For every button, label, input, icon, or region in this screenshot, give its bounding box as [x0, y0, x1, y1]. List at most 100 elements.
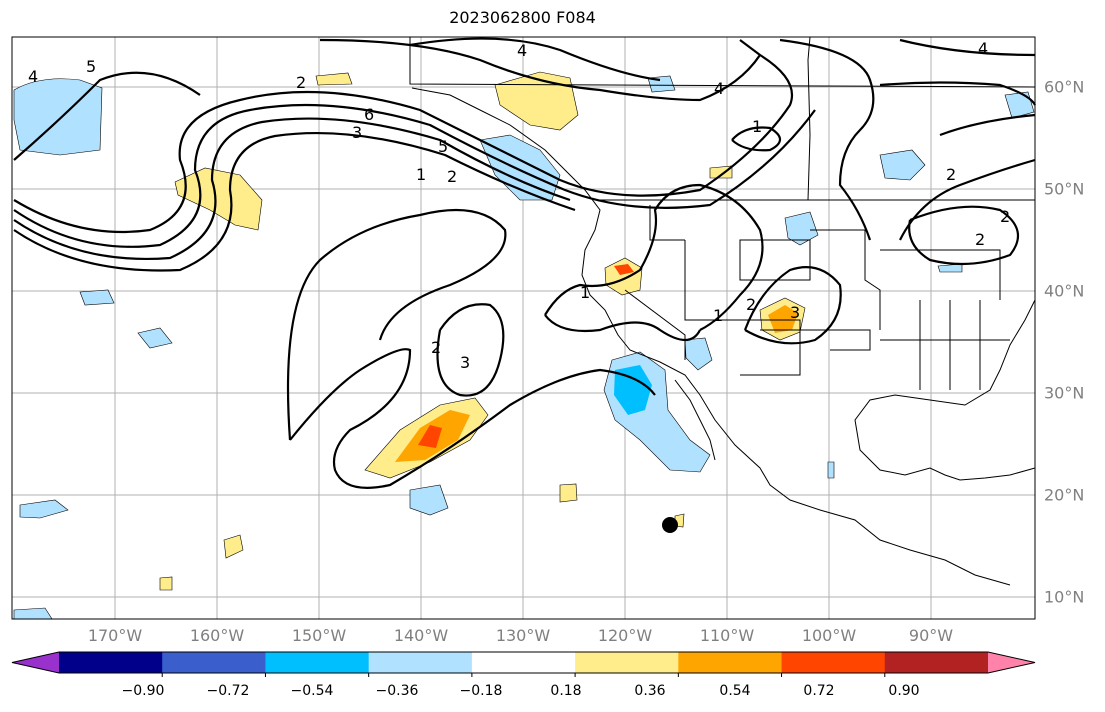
colorbar-segment — [59, 652, 163, 673]
shade-negative — [19, 499, 69, 519]
lon-label: 110°W — [699, 626, 755, 645]
state-border — [739, 239, 811, 281]
contour-line — [13, 103, 816, 248]
shade-positive — [614, 264, 634, 275]
contour-labels: 5 4 4 4 6 5 3 2 1 1 2 2 2 3 1 1 2 3 2 4 … — [28, 39, 1010, 372]
lat-label: 30°N — [1044, 383, 1085, 403]
lat-label: 60°N — [1044, 77, 1085, 97]
contour-label: 1 — [713, 306, 723, 325]
contour-label: 2 — [946, 165, 956, 184]
shade-negative — [79, 289, 115, 306]
lon-label: 160°W — [189, 626, 245, 645]
colorbar-extend-high — [988, 652, 1035, 673]
lat-label: 50°N — [1044, 179, 1085, 199]
colorbar-label: 0.72 — [803, 683, 835, 699]
contour-label: 5 — [438, 137, 448, 156]
colorbar-label: 0.36 — [634, 683, 666, 699]
colorbar-label: −0.18 — [459, 683, 503, 699]
colorbar-segment — [368, 652, 473, 673]
shade-positive — [174, 167, 263, 231]
lon-label: 170°W — [87, 626, 143, 645]
graticule — [12, 37, 1035, 619]
colorbar-label: −0.54 — [290, 683, 334, 699]
shade-negative — [879, 149, 926, 181]
colorbar-segment — [884, 652, 989, 673]
contour-label: 2 — [296, 73, 306, 92]
shade-positive — [315, 72, 353, 86]
contour-line — [13, 71, 201, 161]
colorbar-label: −0.90 — [121, 683, 165, 699]
colorbar-segment — [265, 652, 370, 673]
contour-line — [436, 303, 505, 397]
contour-line — [319, 38, 761, 102]
lon-label: 150°W — [291, 626, 347, 645]
contour-label: 5 — [86, 57, 96, 76]
shade-negative — [13, 607, 53, 620]
lon-label: 100°W — [801, 626, 857, 645]
lon-label: 130°W — [495, 626, 551, 645]
colorbar-extend-low — [12, 652, 59, 673]
contour-label: 4 — [978, 39, 988, 58]
border — [409, 37, 1036, 88]
contour-line — [939, 113, 1036, 137]
colorbar-segment — [575, 652, 679, 673]
contour-label: 1 — [580, 283, 590, 302]
state-border — [810, 229, 881, 330]
lat-label: 10°N — [1044, 587, 1085, 607]
colorbar-label: 0.54 — [719, 683, 751, 699]
contour-line — [743, 266, 842, 345]
colorbar-label: 0.90 — [888, 683, 920, 699]
border — [807, 36, 811, 201]
lat-label: 20°N — [1044, 485, 1085, 505]
state-border — [760, 329, 871, 351]
contour-label: 2 — [975, 230, 985, 249]
state-border — [880, 249, 1010, 390]
state-border — [624, 205, 686, 360]
colorbar-segment — [781, 652, 886, 673]
contour-line — [899, 38, 1036, 57]
colorbar — [11, 651, 1036, 677]
lon-label: 120°W — [597, 626, 653, 645]
contours — [13, 37, 1036, 489]
baja-coast — [674, 379, 716, 461]
shade-positive — [418, 425, 442, 448]
contour-label: 4 — [28, 67, 38, 86]
contour-label: 2 — [746, 295, 756, 314]
shade-negative — [479, 134, 561, 201]
colorbar-segment — [678, 652, 783, 673]
colorbar-segment — [162, 652, 266, 673]
storm-marker — [662, 517, 678, 533]
contour-label: 3 — [460, 353, 470, 372]
colorbar-label: −0.72 — [206, 683, 250, 699]
contour-label: 2 — [447, 167, 457, 186]
map-title: 2023062800 F084 — [449, 8, 596, 27]
shade-positive — [159, 576, 173, 591]
shade-positive — [223, 534, 244, 559]
shade-negative — [827, 461, 835, 479]
lon-label: 90°W — [908, 626, 954, 645]
contour-label: 4 — [714, 79, 724, 98]
contour-label: 1 — [752, 117, 762, 136]
west-coast — [411, 87, 1011, 586]
gulf-coast — [854, 299, 1036, 481]
contour-label: 4 — [517, 41, 527, 60]
contour-line — [13, 117, 571, 261]
contour-line — [731, 126, 782, 152]
contour-line — [779, 38, 875, 241]
contour-line — [544, 183, 764, 331]
contour-label: 3 — [790, 303, 800, 322]
contour-line — [908, 205, 1020, 266]
map-border — [11, 36, 1036, 620]
contour-label: 2 — [1000, 207, 1010, 226]
colorbar-label: −0.36 — [375, 683, 419, 699]
coastlines — [409, 36, 1036, 586]
contour-label: 2 — [431, 338, 441, 357]
colorbar-label: 0.18 — [550, 683, 582, 699]
state-border — [684, 240, 801, 376]
shade-negative — [614, 365, 652, 415]
contour-line — [13, 131, 576, 272]
lat-label: 40°N — [1044, 281, 1085, 301]
shade-negative — [13, 78, 103, 156]
colorbar-segment — [471, 652, 576, 673]
